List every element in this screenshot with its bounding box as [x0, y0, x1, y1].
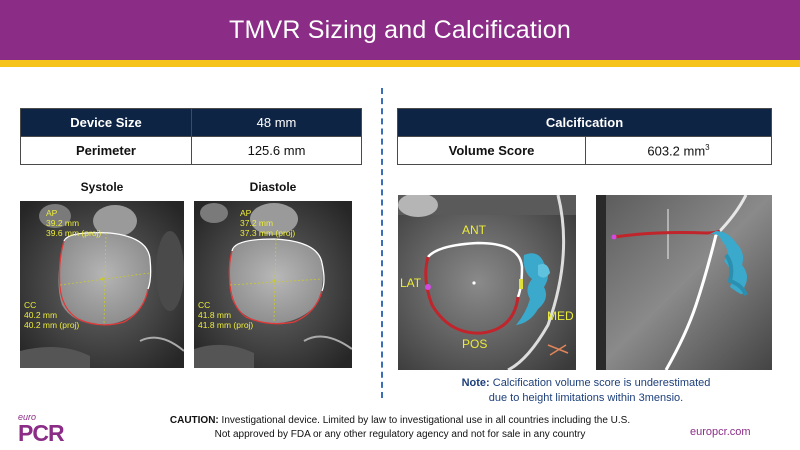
cc-mm: 40.2 mm — [24, 310, 58, 320]
device-size-value: 48 mm — [191, 108, 362, 137]
cc-mm: 41.8 mm — [198, 310, 232, 320]
med-label: MED — [547, 309, 574, 323]
calcification-long-axis-image — [596, 195, 772, 370]
table-row: Volume Score 603.2 mm3 — [397, 136, 772, 165]
calcification-table: Calcification Volume Score 603.2 mm3 — [397, 108, 772, 165]
cc-proj: 41.8 mm (proj) — [198, 320, 254, 330]
dashed-divider — [381, 88, 383, 398]
pos-label: POS — [462, 337, 488, 351]
diastole-ap-measure: AP 37.2 mm 37.3 mm (proj) — [240, 208, 295, 238]
perimeter-value: 125.6 mm — [191, 136, 362, 165]
cc-proj: 40.2 mm (proj) — [24, 320, 80, 330]
header-stripe — [0, 60, 800, 67]
header-bar — [0, 0, 800, 60]
systole-ap-measure: AP 39.2 mm 39.6 mm (proj) — [46, 208, 101, 238]
volume-score-unit-sup: 3 — [705, 142, 710, 152]
ant-label: ANT — [462, 223, 486, 237]
note-line2: due to height limitations within 3mensio… — [488, 392, 684, 404]
caution-line1: Investigational device. Limited by law t… — [221, 415, 631, 426]
ap-mm: 39.2 mm — [46, 218, 80, 228]
note-line1: Calcification volume score is underestim… — [492, 377, 711, 389]
systole-cc-measure: CC 40.2 mm 40.2 mm (proj) — [24, 300, 79, 330]
diastole-cc-measure: CC 41.8 mm 41.8 mm (proj) — [198, 300, 253, 330]
ap-title: AP — [240, 208, 252, 218]
europcr-logo: euro PCR — [18, 412, 78, 446]
logo-pcr-text: PCR — [18, 420, 65, 446]
ap-proj: 39.6 mm (proj) — [46, 228, 102, 238]
ap-title: AP — [46, 208, 58, 218]
calcification-short-axis-image — [398, 195, 576, 370]
ap-proj: 37.3 mm (proj) — [240, 228, 296, 238]
lat-label: LAT — [400, 276, 422, 290]
diastole-label: Diastole — [249, 180, 297, 194]
note-text: Note: Calcification volume score is unde… — [400, 376, 772, 406]
table-row: Calcification — [397, 108, 772, 137]
volume-score-label: Volume Score — [397, 136, 586, 165]
perimeter-label: Perimeter — [20, 136, 192, 165]
website-link[interactable]: europcr.com — [690, 426, 751, 438]
caution-line2: Not approved by FDA or any other regulat… — [214, 429, 586, 440]
ap-mm: 37.2 mm — [240, 218, 274, 228]
diastole-ct-image — [194, 201, 352, 368]
logo-euro-text: euro — [18, 412, 37, 422]
device-size-label: Device Size — [20, 108, 192, 137]
table-row: Perimeter 125.6 mm — [20, 136, 362, 165]
note-prefix: Note: — [461, 377, 490, 389]
cc-title: CC — [198, 300, 211, 310]
sizing-table: Device Size 48 mm Perimeter 125.6 mm — [20, 108, 362, 165]
calcification-header: Calcification — [397, 108, 772, 137]
caution-text: CAUTION: Investigational device. Limited… — [150, 414, 650, 442]
volume-score-cell: 603.2 mm3 — [585, 136, 772, 165]
page-title: TMVR Sizing and Calcification — [228, 16, 572, 44]
systole-ct-image — [20, 201, 184, 368]
systole-label: Systole — [80, 180, 124, 194]
cc-title: CC — [24, 300, 37, 310]
table-row: Device Size 48 mm — [20, 108, 362, 137]
volume-score-value: 603.2 mm — [647, 143, 706, 159]
caution-prefix: CAUTION: — [169, 415, 219, 426]
